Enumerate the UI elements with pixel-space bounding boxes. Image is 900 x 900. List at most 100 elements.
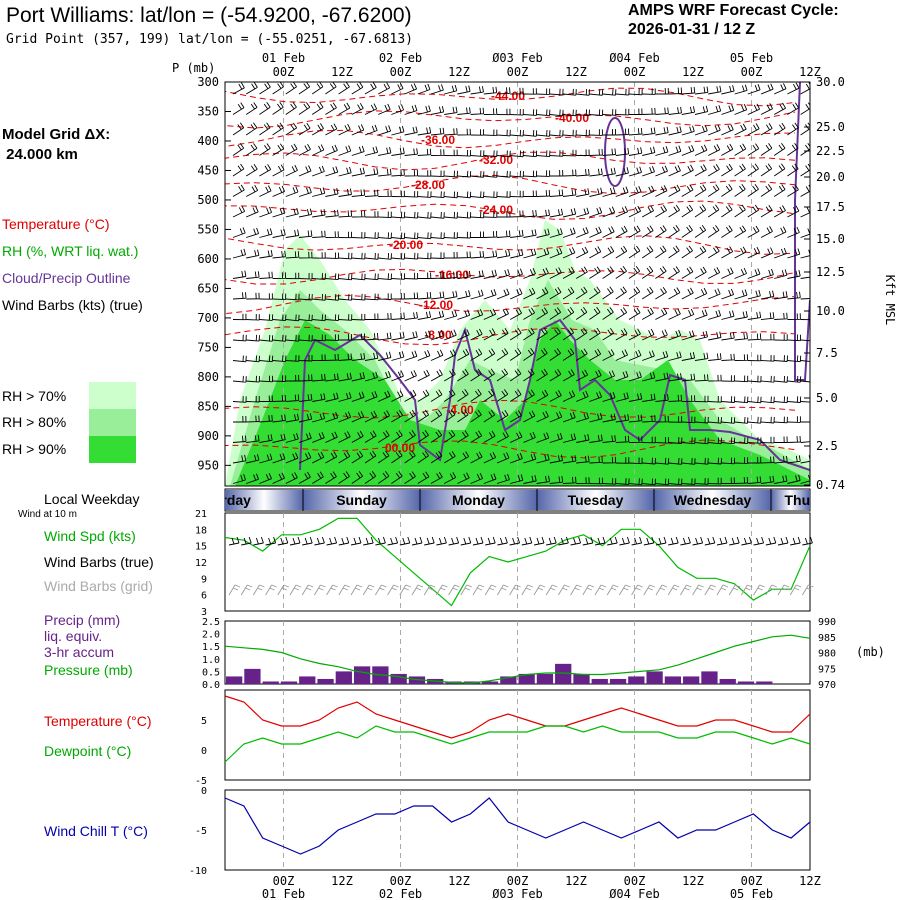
upper-wind-barb-67: [272, 228, 286, 238]
upper-wind-barb-696: [681, 416, 696, 424]
upper-wind-barb-488: [549, 247, 563, 259]
upper-wind-barb-456: [523, 410, 536, 423]
temp-contour-label-6: -20.00: [389, 238, 423, 252]
upper-wind-barb-392: [483, 328, 496, 341]
weekday-label-5: Thursday: [784, 492, 847, 508]
precip-bar-1: [244, 668, 261, 684]
upper-wind-barb-518: [562, 455, 577, 464]
upper-wind-barb-201: [364, 103, 378, 115]
upper-wind-barb-4: [232, 163, 245, 177]
upper-wind-barb-796: [747, 416, 762, 424]
upper-wind-barb-351: [457, 309, 471, 320]
upper-wind-barb-495: [549, 390, 562, 402]
upper-wind-barb-514: [562, 369, 575, 382]
upper-wind-barb-97: [285, 433, 299, 443]
upper-wind-barb-668: [668, 245, 680, 259]
sfc-wind-barb-16: [424, 536, 435, 546]
upper-wind-barb-717: [694, 437, 709, 445]
top-date-label-2: Ø03 Feb: [492, 51, 543, 65]
upper-wind-barb-255: [391, 390, 404, 402]
upper-wind-barb-547: [589, 226, 602, 238]
upper-wind-barb-36: [246, 415, 260, 423]
upper-wind-barb-312: [430, 330, 444, 341]
upper-wind-barb-347: [457, 231, 471, 239]
upper-wind-barb-95: [285, 394, 300, 402]
upper-wind-barb-877: [800, 435, 810, 443]
upper-wind-barb-234: [378, 371, 391, 382]
upper-wind-barb-542: [589, 129, 603, 136]
upper-wind-barb-788: [747, 246, 761, 259]
precip-bar-22: [628, 676, 645, 684]
weekday-cell-3: [537, 490, 654, 510]
upper-wind-barb-780: [747, 84, 761, 95]
upper-wind-barb-460: [536, 88, 551, 96]
upper-wind-barb-374: [470, 368, 482, 382]
legend-rh80-swatch: [89, 409, 136, 436]
upper-wind-barb-62: [272, 122, 284, 136]
upper-wind-barb-58: [259, 453, 273, 464]
windspd-tick-18: 18: [195, 525, 207, 536]
sfc-wind-barb-12: [375, 536, 386, 546]
upper-wind-barb-834: [774, 375, 788, 383]
upper-wind-barb-820: [774, 83, 787, 95]
sfc-wind-barb-27: [558, 536, 569, 546]
upper-wind-barb-563: [602, 148, 617, 156]
upper-wind-barb-489: [549, 267, 562, 279]
upper-wind-barb-138: [311, 451, 325, 464]
upper-wind-barb-810: [760, 290, 775, 300]
upper-wind-barb-716: [694, 416, 709, 424]
upper-wind-barb-331: [444, 310, 458, 320]
weekday-label-2: Monday: [452, 492, 505, 508]
upper-wind-barb-11: [232, 313, 247, 321]
upper-wind-barb-643: [655, 146, 669, 156]
upper-wind-barb-108: [298, 251, 313, 259]
sfc-wind-barb-36: [668, 536, 679, 546]
upper-wind-barb-684: [681, 164, 694, 177]
windspd-tick-3: 3: [201, 607, 207, 618]
upper-wind-barb-51: [259, 314, 274, 321]
upper-wind-barb-157: [325, 431, 338, 443]
weekday-cell-2: [420, 490, 537, 510]
upper-wind-barb-683: [681, 145, 695, 156]
upper-wind-barb-49: [259, 271, 273, 279]
p-tick-400: 400: [197, 134, 219, 148]
upper-wind-barb-180: [351, 82, 364, 95]
upper-wind-barb-604: [628, 166, 642, 177]
temp-contour-label-5: -24.00: [479, 203, 513, 217]
upper-wind-barb-227: [378, 232, 392, 240]
upper-wind-barb-677: [668, 437, 683, 444]
upper-wind-barb-303: [430, 149, 445, 156]
upper-wind-barb-425: [510, 190, 524, 198]
upper-wind-barb-345: [457, 191, 472, 199]
upper-wind-barb-382: [483, 129, 498, 137]
upper-wind-barb-697: [681, 437, 696, 445]
upper-wind-barb-194: [351, 372, 365, 382]
upper-wind-barb-774: [734, 375, 749, 383]
sfc-grid-barb-4: [277, 584, 289, 596]
upper-wind-barb-485: [549, 189, 564, 197]
upper-wind-barb-856: [787, 416, 801, 423]
legend-rh90-swatch: [89, 436, 136, 463]
upper-wind-barb-246: [391, 211, 406, 219]
upper-wind-barb-7: [232, 227, 246, 238]
upper-wind-barb-272: [404, 331, 418, 341]
precip-bar-5: [317, 678, 334, 684]
windchill-tick-0: 0: [201, 786, 207, 797]
upper-wind-barb-213: [364, 352, 379, 361]
upper-wind-barb-752: [721, 332, 735, 341]
upper-wind-barb-846: [787, 205, 800, 218]
upper-wind-barb-467: [536, 228, 550, 238]
upper-wind-barb-200: [364, 82, 377, 95]
upper-wind-barb-12: [232, 334, 247, 342]
legend-wind-barbs-true: Wind Barbs (true): [44, 554, 154, 570]
upper-wind-barb-754: [721, 375, 735, 382]
upper-wind-barb-468: [536, 248, 550, 259]
upper-wind-barb-314: [430, 369, 443, 382]
upper-wind-barb-79: [272, 472, 285, 484]
upper-wind-barb-307: [430, 232, 445, 240]
upper-wind-barb-649: [655, 266, 667, 279]
upper-wind-barb-454: [523, 368, 535, 382]
top-time-label-2: 00Z: [390, 65, 412, 79]
upper-wind-barb-700: [694, 86, 709, 95]
upper-wind-barb-182: [351, 124, 365, 136]
